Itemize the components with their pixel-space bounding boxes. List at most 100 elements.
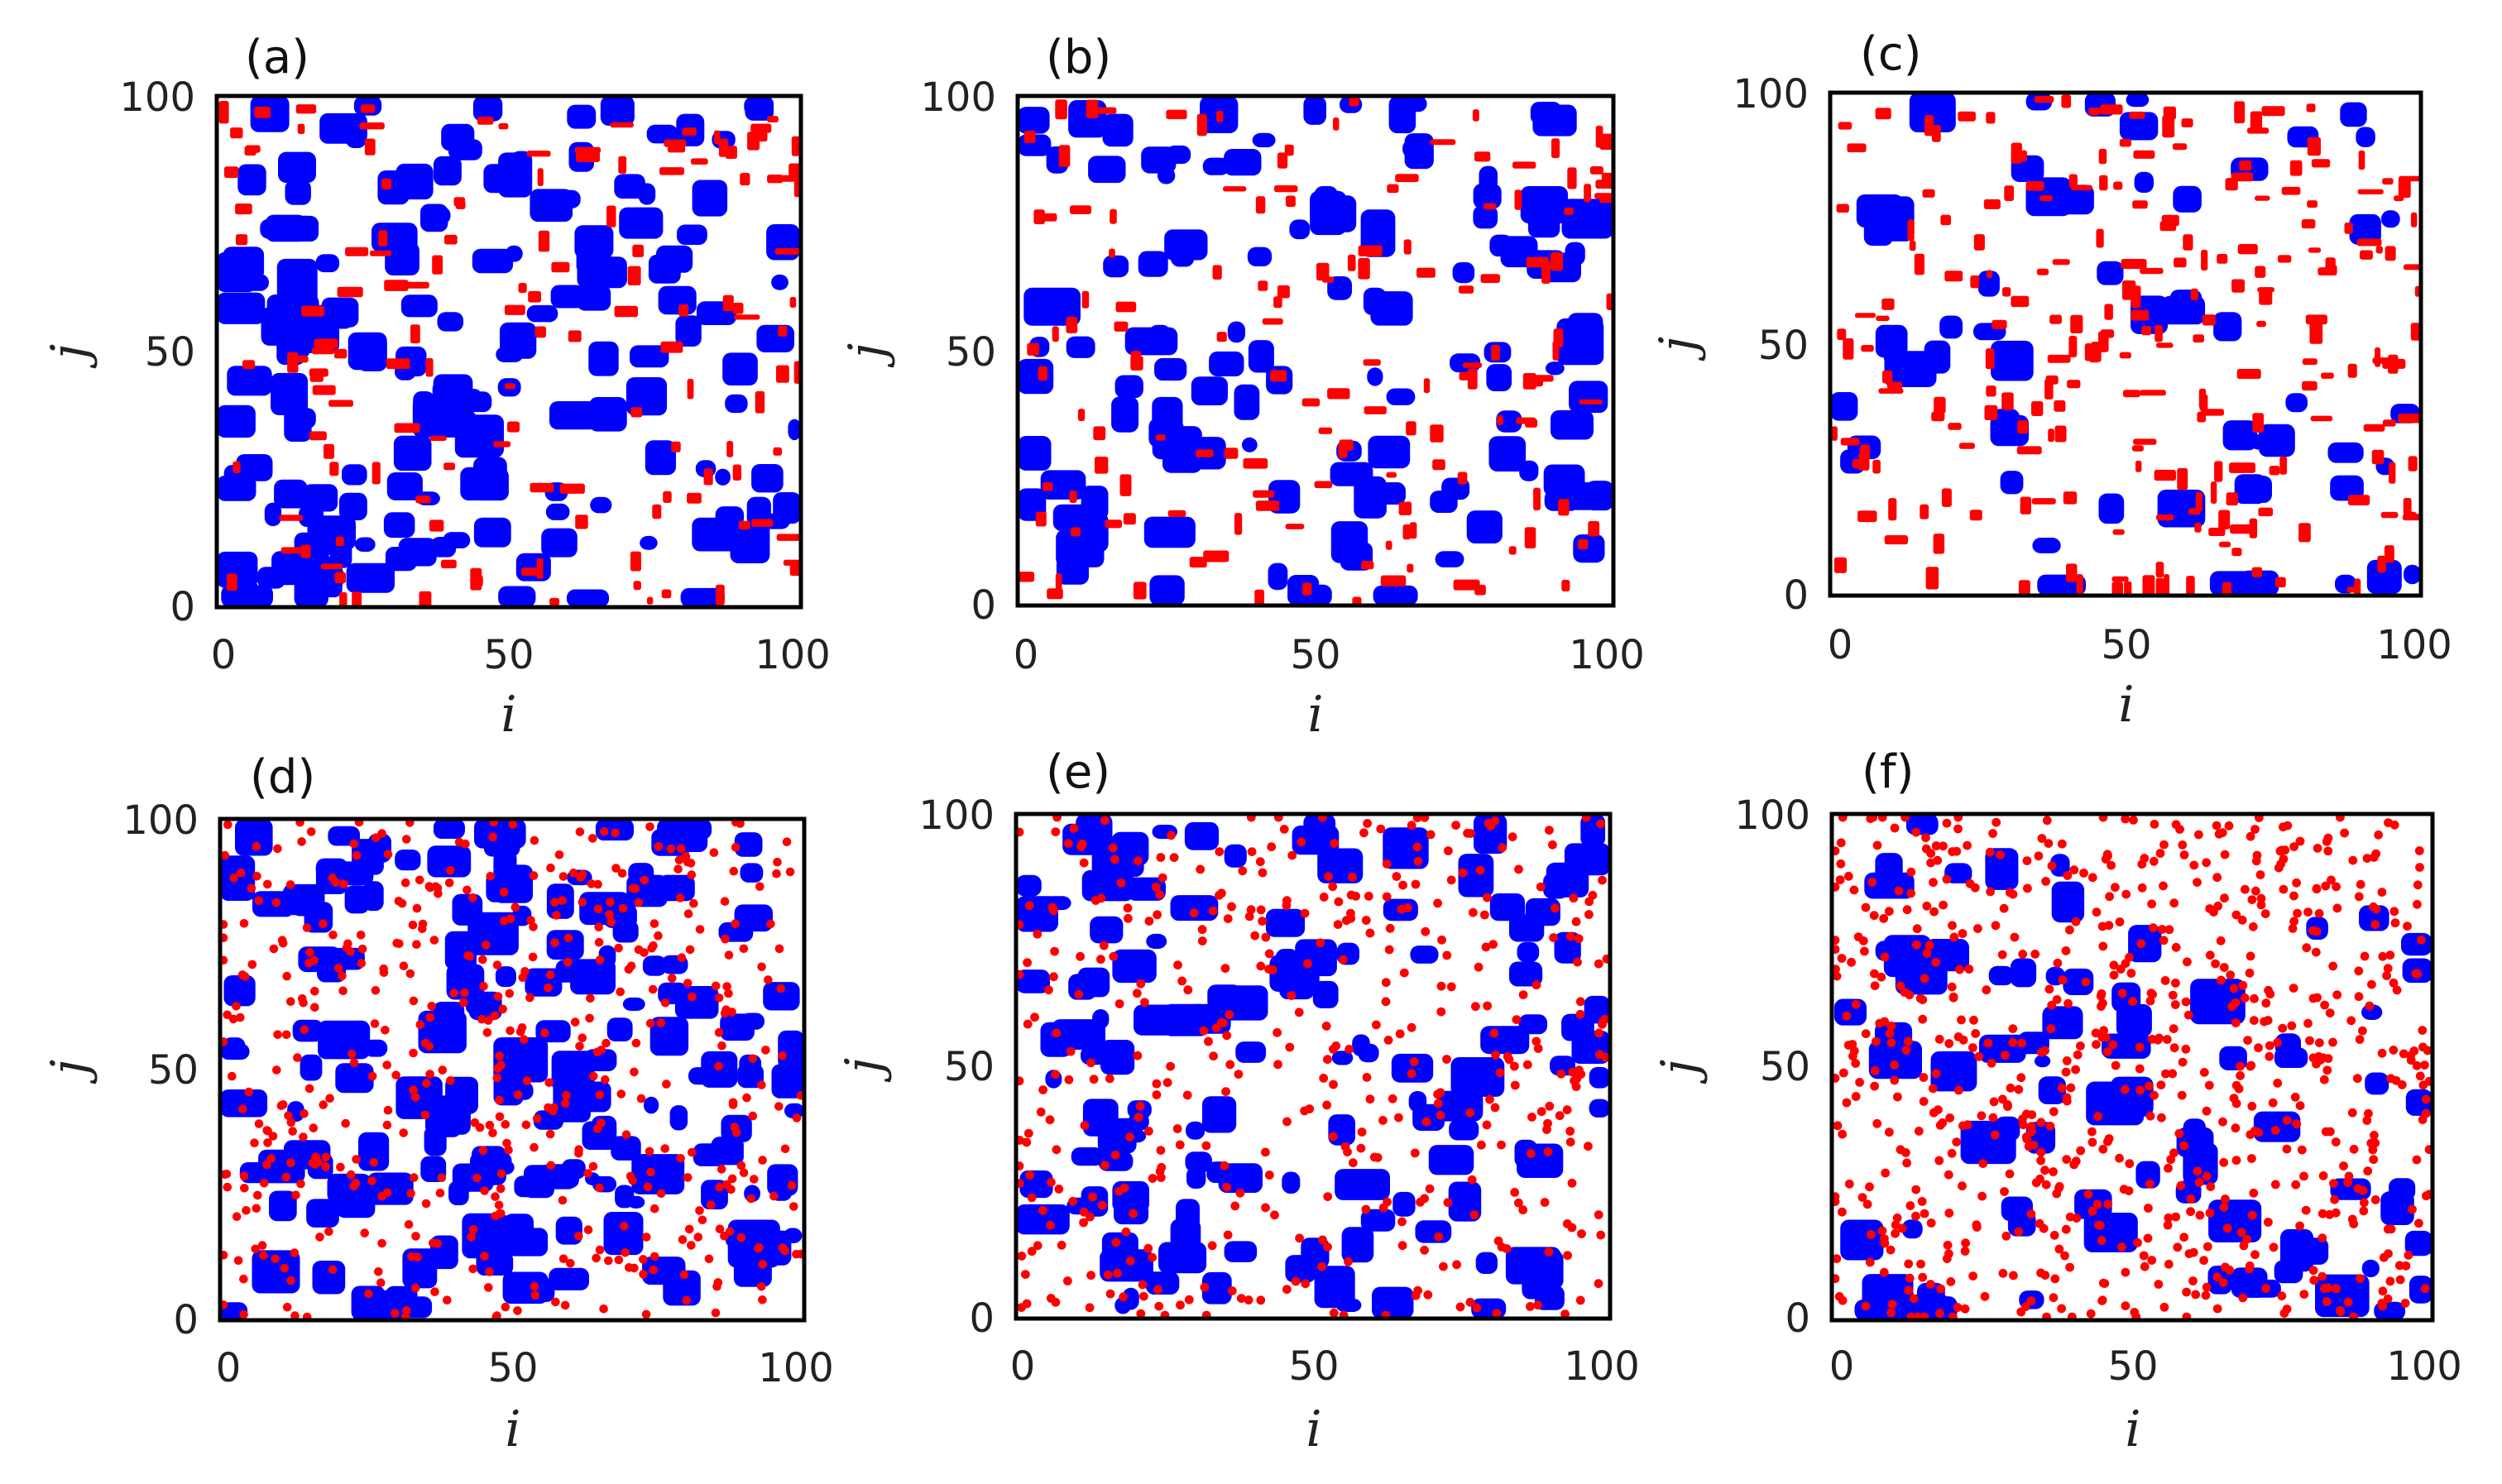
species-a-site: [2369, 853, 2379, 862]
species-a-site: [764, 975, 773, 984]
species-b-cluster: [1360, 1209, 1396, 1232]
species-a-cluster: [1042, 482, 1053, 491]
species-a-site: [595, 1245, 605, 1255]
species-a-site: [1378, 1203, 1388, 1213]
species-a-site: [693, 1233, 703, 1242]
species-b-cluster: [687, 819, 712, 840]
species-a-cluster: [2382, 358, 2406, 369]
species-a-site: [1838, 1207, 1847, 1217]
species-a-site: [1110, 1150, 1120, 1160]
species-a-site: [1049, 906, 1058, 916]
species-a-site: [263, 879, 272, 889]
species-a-cluster: [2218, 510, 2231, 529]
species-a-site: [530, 1142, 539, 1152]
species-a-site: [252, 841, 261, 851]
species-a-site: [1858, 936, 1868, 945]
species-b-cluster: [715, 506, 745, 527]
species-a-cluster: [1358, 257, 1370, 280]
species-b-cluster: [1143, 516, 1196, 548]
species-a-site: [1328, 882, 1338, 892]
species-a-site: [478, 955, 487, 965]
species-a-site: [558, 896, 567, 905]
species-a-site: [1884, 907, 1894, 917]
species-b-cluster: [1224, 149, 1262, 176]
species-a-site: [273, 844, 282, 854]
species-a-site: [508, 820, 517, 829]
species-a-site: [2003, 1102, 2012, 1111]
species-a-site: [2030, 950, 2040, 959]
species-a-site: [418, 919, 428, 929]
species-a-site: [2124, 1186, 2134, 1195]
species-a-site: [2418, 1115, 2428, 1124]
species-a-site: [1896, 981, 1905, 991]
species-a-cluster: [1358, 245, 1383, 256]
species-a-site: [1152, 1090, 1162, 1099]
species-a-site: [1038, 1205, 1047, 1215]
species-a-site: [377, 1238, 386, 1248]
species-a-site: [2097, 1236, 2107, 1245]
species-a-site: [2227, 1002, 2236, 1012]
species-a-site: [1955, 965, 1964, 974]
species-b-cluster: [1452, 262, 1475, 284]
species-a-site: [1835, 875, 1845, 884]
species-a-cluster: [2011, 142, 2022, 164]
species-a-cluster: [2214, 461, 2223, 482]
species-b-cluster: [1148, 324, 1171, 344]
species-a-site: [715, 1224, 725, 1233]
species-a-site: [2246, 1060, 2256, 1070]
species-a-site: [2389, 907, 2399, 917]
species-a-site: [1025, 1170, 1035, 1180]
species-a-site: [1184, 1295, 1194, 1304]
species-a-site: [1204, 1036, 1213, 1046]
species-a-site: [1365, 928, 1375, 938]
species-a-cluster: [2018, 580, 2030, 595]
species-a-site: [310, 986, 319, 996]
species-a-site: [1502, 1244, 1512, 1253]
species-a-cluster: [1105, 519, 1122, 529]
species-a-site: [1397, 1217, 1407, 1227]
species-b-cluster: [319, 112, 367, 144]
species-a-cluster: [606, 205, 616, 227]
species-b-cluster: [427, 845, 472, 878]
species-b-cluster: [570, 959, 616, 995]
species-a-site: [2092, 907, 2102, 917]
species-a-site: [1321, 1022, 1331, 1031]
species-a-site: [1964, 965, 1974, 974]
species-a-cluster: [614, 305, 638, 318]
species-a-site: [727, 1174, 737, 1184]
species-b-cluster: [730, 522, 770, 563]
species-a-site: [1545, 1101, 1555, 1111]
species-a-cluster: [2358, 150, 2365, 170]
species-a-site: [349, 1181, 359, 1191]
species-a-cluster: [2380, 511, 2399, 519]
species-a-site: [2348, 855, 2358, 865]
species-a-cluster: [2382, 178, 2394, 185]
species-a-cluster: [2302, 358, 2317, 366]
species-a-site: [1556, 1069, 1566, 1079]
species-a-cluster: [1027, 342, 1040, 356]
species-a-site: [1920, 1209, 1929, 1218]
species-a-cluster: [2154, 469, 2176, 481]
species-a-site: [595, 955, 605, 965]
species-a-cluster: [2054, 400, 2066, 412]
species-b-cluster: [1224, 1241, 1258, 1262]
species-a-site: [1244, 912, 1254, 922]
species-a-cluster: [2403, 498, 2412, 515]
species-a-site: [1279, 825, 1289, 834]
species-b-cluster: [2356, 127, 2375, 147]
species-a-cluster: [1066, 316, 1078, 333]
species-a-site: [774, 1102, 784, 1111]
species-a-site: [2354, 966, 2364, 976]
species-a-site: [291, 1190, 300, 1199]
species-a-site: [371, 986, 381, 995]
species-a-cluster: [2398, 414, 2421, 424]
species-a-site: [2219, 1157, 2229, 1167]
species-a-site: [654, 931, 663, 941]
species-a-site: [2282, 1304, 2292, 1314]
species-a-site: [675, 893, 685, 902]
ytick-label-e-50: 50: [944, 1044, 995, 1090]
species-a-cluster: [443, 462, 455, 471]
species-a-site: [570, 1017, 580, 1027]
species-b-cluster: [1944, 863, 1972, 883]
species-a-cluster: [2199, 394, 2208, 411]
